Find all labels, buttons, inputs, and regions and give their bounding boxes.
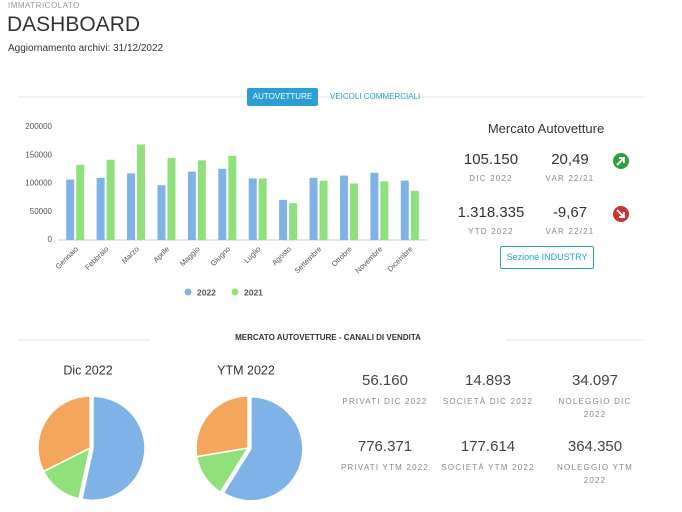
bar: [410, 190, 419, 240]
bar: [66, 179, 75, 240]
bar: [258, 178, 267, 240]
market-caption: YTD 2022: [468, 227, 514, 236]
bar: [137, 144, 146, 240]
update-label: Aggiornamento archivi:: [8, 43, 111, 54]
bar: [76, 164, 85, 240]
bar: [279, 199, 288, 240]
bar: [218, 168, 227, 240]
update-info: Aggiornamento archivi: 31/12/2022: [8, 43, 163, 54]
pie-slice: [37, 395, 91, 473]
stat: 34.097 NOLEGGIO DIC 2022: [549, 372, 641, 421]
legend-label: 2022: [197, 287, 216, 297]
stat: 56.160 PRIVATI DIC 2022: [335, 372, 435, 408]
legend-swatch: [231, 288, 239, 296]
stat: 14.893 SOCIETÀ DIC 2022: [440, 372, 536, 408]
market-item: -9,67 VAR 22/21: [515, 204, 625, 236]
x-tick-label: Giugno: [209, 244, 232, 267]
stat-caption: SOCIETÀ YTM 2022: [441, 463, 535, 472]
market-caption: VAR 22/21: [545, 227, 595, 236]
stat-caption: NOLEGGIO DIC 2022: [558, 397, 632, 419]
market-value: 1.318.335: [457, 204, 525, 221]
trend-arrow: [616, 157, 625, 166]
stat: 364.350 NOLEGGIO YTM 2022: [549, 438, 641, 487]
bar: [167, 158, 176, 240]
bar: [339, 175, 348, 240]
bar: [127, 173, 136, 240]
bar: [187, 171, 196, 240]
update-date: 31/12/2022: [113, 43, 164, 54]
x-tick-label: Settembre: [293, 244, 324, 275]
bar: [248, 178, 257, 240]
pie-slice: [195, 395, 249, 458]
bar: [370, 172, 379, 240]
y-tick-label: 200000: [25, 122, 52, 131]
stat-value: 14.893: [465, 372, 511, 389]
x-tick-label: Aprile: [151, 244, 171, 264]
bar: [349, 183, 358, 240]
stat: 177.614 SOCIETÀ YTM 2022: [440, 438, 536, 474]
bar: [309, 177, 318, 240]
x-tick-label: Luglio: [242, 244, 263, 265]
stat-value: 776.371: [357, 438, 413, 455]
stat-caption: NOLEGGIO YTM 2022: [556, 463, 634, 485]
legend-swatch: [184, 288, 192, 296]
legend-label: 2021: [244, 287, 263, 297]
stat-value: 364.350: [567, 438, 623, 455]
y-tick-label: 0: [48, 235, 53, 244]
y-tick-label: 150000: [25, 150, 52, 159]
bar: [380, 181, 389, 240]
x-tick-label: Maggio: [178, 244, 202, 268]
stat-value: 177.614: [460, 438, 516, 455]
bar: [319, 180, 328, 240]
bar: [289, 203, 298, 240]
x-tick-label: Dicembre: [386, 244, 415, 273]
bar: [197, 160, 206, 240]
market-caption: DIC 2022: [469, 174, 513, 183]
x-tick-label: Gennaio: [54, 244, 80, 270]
page-title: DASHBOARD: [7, 13, 141, 36]
pie-slice: [222, 396, 304, 502]
x-tick-label: Febbraio: [83, 244, 110, 271]
x-tick-label: Marzo: [120, 244, 141, 265]
market-caption: VAR 22/21: [545, 174, 595, 183]
stat: 776.371 PRIVATI YTM 2022: [335, 438, 435, 474]
market-item: 1.318.335 YTD 2022: [436, 204, 546, 236]
pie-title: Dic 2022: [63, 363, 112, 377]
pie-slice: [81, 395, 146, 502]
market-value: 105.150: [463, 151, 519, 168]
stat-caption: PRIVATI YTM 2022: [340, 463, 430, 472]
y-tick-label: 100000: [25, 179, 52, 188]
stat-value: 56.160: [362, 372, 408, 389]
bar: [228, 155, 237, 240]
trend-arrow: [616, 209, 625, 218]
market-item: 20,49 VAR 22/21: [515, 151, 625, 183]
x-tick-label: Agosto: [270, 244, 293, 267]
tab-active[interactable]: AUTOVETTURE: [247, 88, 318, 106]
stat-value: 34.097: [572, 372, 618, 389]
market-title: Mercato Autovetture: [487, 121, 605, 136]
section-label: IMMATRICOLATO: [8, 1, 80, 10]
industry-button[interactable]: Sezione INDUSTRY: [500, 246, 594, 269]
stat-caption: PRIVATI DIC 2022: [342, 397, 428, 406]
market-value: -9,67: [552, 204, 588, 221]
y-tick-label: 50000: [30, 207, 53, 216]
stat-caption: SOCIETÀ DIC 2022: [442, 397, 534, 406]
bar: [400, 180, 409, 240]
channels-title: MERCATO AUTOVETTURE - CANALI DI VENDITA: [150, 333, 506, 342]
bar: [96, 177, 105, 240]
bar: [157, 185, 166, 240]
bar: [106, 159, 115, 240]
market-item: 105.150 DIC 2022: [436, 151, 546, 183]
x-tick-label: Ottobre: [330, 244, 354, 268]
pie-title: YTM 2022: [217, 363, 275, 377]
market-value: 20,49: [551, 151, 589, 168]
x-tick-label: Novembre: [353, 244, 384, 275]
tab[interactable]: VEICOLI COMMERCIALI: [330, 92, 421, 101]
